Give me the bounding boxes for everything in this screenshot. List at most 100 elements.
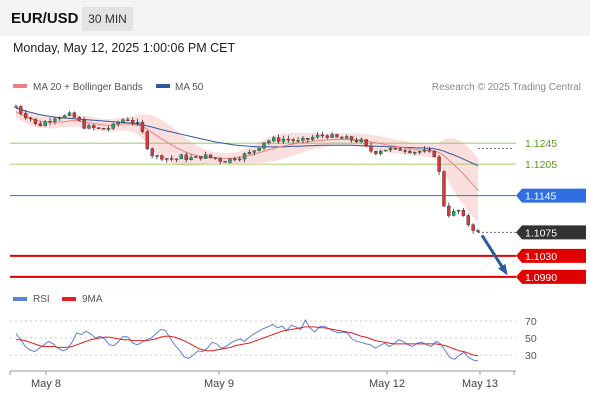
candle-body <box>267 140 271 144</box>
bollinger-bands <box>16 105 478 223</box>
candle-body <box>121 119 125 123</box>
candle-body <box>422 149 427 152</box>
candle-body <box>111 123 115 129</box>
current-price-label: 1.1075 <box>525 227 557 239</box>
candle-body <box>233 158 237 161</box>
candle-body <box>369 145 373 152</box>
rsi-ma-legend-swatch <box>62 297 76 301</box>
candle-body <box>344 136 349 139</box>
candle-body <box>330 134 334 138</box>
candle-body <box>447 205 451 216</box>
candle-body <box>194 156 198 158</box>
candle-body <box>325 135 329 138</box>
candle-body <box>320 134 325 137</box>
candle-body <box>199 156 203 159</box>
candle-body <box>53 118 57 122</box>
rsi-ma-legend-label: 9MA <box>82 294 103 305</box>
candle-body <box>126 119 130 122</box>
forecast-arrow-head <box>498 263 508 276</box>
candle-body <box>101 128 106 130</box>
copyright-label: Research © 2025 Trading Central <box>432 82 581 93</box>
moving-averages <box>15 107 479 191</box>
candle-body <box>24 113 28 119</box>
ma50-legend-label: MA 50 <box>175 82 204 93</box>
candle-body <box>72 112 77 118</box>
rsi-line <box>15 319 479 362</box>
candle-body <box>306 138 310 140</box>
candle-body <box>476 230 480 232</box>
candle-body <box>150 148 154 157</box>
candle-body <box>398 148 402 151</box>
candle-body <box>393 147 398 150</box>
candle-body <box>131 120 135 123</box>
candle-body <box>359 139 363 143</box>
support-tag <box>516 248 586 263</box>
resistance-label: 1.1205 <box>525 159 557 171</box>
candle-body <box>461 209 466 216</box>
ma20-line <box>15 111 479 191</box>
candle-body <box>223 161 227 163</box>
candle-body <box>364 139 368 147</box>
rsi-tick-label: 70 <box>525 316 537 328</box>
candle-body <box>67 112 72 116</box>
candle-body <box>374 150 378 154</box>
support-tag <box>516 269 586 284</box>
candle-body <box>354 140 359 143</box>
candle-body <box>388 147 393 151</box>
candle-body <box>281 138 286 142</box>
candle-body <box>432 150 436 158</box>
candle-body <box>213 157 218 159</box>
support-label: 1.1030 <box>525 251 557 263</box>
x-axis: May 8 May 9 May 12 May 13 <box>9 370 516 390</box>
x-tick-label: May 8 <box>31 378 61 390</box>
candle-body <box>456 209 461 212</box>
candle-body <box>169 158 174 160</box>
candle-body <box>272 137 276 142</box>
candle-body <box>179 154 184 160</box>
candle-body <box>106 128 111 130</box>
rsi-tick-label: 50 <box>525 333 537 345</box>
candle-body <box>349 136 354 141</box>
candle-body <box>413 151 417 154</box>
x-tick-label: May 12 <box>369 378 405 390</box>
candle-body <box>208 154 213 158</box>
candle-body <box>466 215 470 225</box>
ma50-legend-swatch <box>156 84 170 88</box>
candle-body <box>276 137 281 142</box>
forecast-arrow <box>480 234 508 276</box>
candle-body <box>417 151 422 153</box>
ma20-legend-swatch <box>13 84 27 88</box>
candle-body <box>135 122 140 124</box>
datetime-label: Monday, May 12, 2025 1:00:06 PM CET <box>13 41 236 55</box>
candle-body <box>471 224 475 231</box>
candle-body <box>96 127 101 129</box>
candle-body <box>87 125 91 129</box>
candle-body <box>184 154 188 160</box>
candle-body <box>140 122 145 132</box>
pivot-tag <box>516 188 586 203</box>
candle-body <box>14 106 18 108</box>
candle-body <box>92 125 96 128</box>
pivot-label: 1.1145 <box>525 191 556 203</box>
rsi-tick-label: 30 <box>525 350 537 362</box>
timeframe-button[interactable]: 30 MIN <box>82 7 133 31</box>
candle-body <box>340 136 344 139</box>
candle-body <box>238 158 242 161</box>
candle-body <box>145 131 150 149</box>
x-tick-label: May 13 <box>462 378 498 390</box>
level-lines <box>10 142 516 278</box>
candle-body <box>62 115 67 118</box>
bollinger-band-fill <box>16 105 478 223</box>
top-bar: EUR/USD 30 MIN <box>0 0 590 36</box>
symbol-title: EUR/USD <box>11 10 79 27</box>
candles <box>14 104 480 234</box>
candle-body <box>160 155 164 160</box>
candle-body <box>228 158 232 163</box>
candle-body <box>218 158 222 162</box>
candle-body <box>189 157 193 160</box>
candle-body <box>437 156 441 172</box>
candle-body <box>33 118 38 124</box>
candle-body <box>451 211 456 216</box>
level-tags: 1.1245 1.1205 1.1145 1.1075 1.1030 1.0990 <box>516 138 586 284</box>
